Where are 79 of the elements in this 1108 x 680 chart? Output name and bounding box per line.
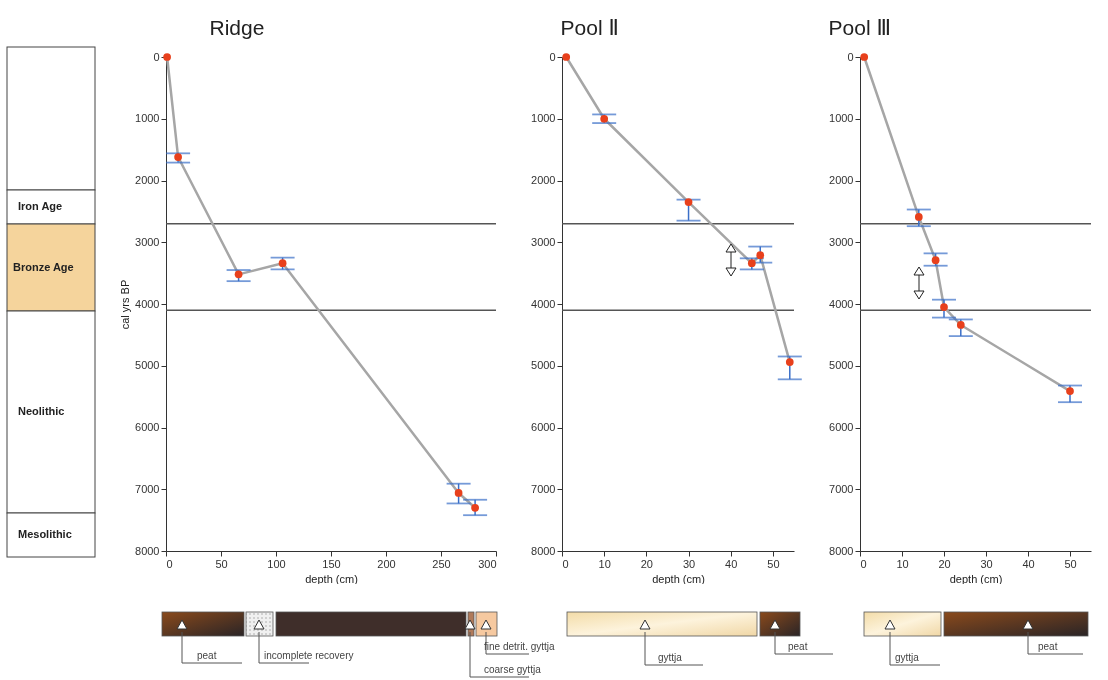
y-tick-label: 8000 [531, 544, 556, 557]
x-tick-label: 40 [1022, 557, 1035, 570]
point [956, 321, 965, 329]
x-axis-title: depth (cm) [652, 572, 705, 585]
text: peat [788, 641, 808, 653]
x-tick-label: 40 [725, 557, 738, 570]
y-tick-label: 3000 [531, 235, 556, 248]
x-axis-title: depth (cm) [949, 572, 1003, 585]
x-tick-label: 30 [980, 557, 993, 570]
y-axis-title: cal yrs BP [119, 279, 132, 330]
text: incomplete recovery [264, 650, 354, 662]
y-tick-label: 0 [153, 50, 160, 63]
y-tick-label: 4000 [135, 297, 160, 310]
x-tick-label: 30 [682, 557, 696, 570]
x-tick-label: 0 [562, 557, 569, 570]
x-tick-label: 250 [432, 557, 451, 570]
point [684, 198, 693, 206]
y-tick-label: 7000 [829, 482, 854, 495]
x-tick-label: 200 [377, 557, 396, 570]
text: Bronze Age [13, 260, 74, 274]
text: gyttja [658, 652, 682, 664]
x-tick-label: 100 [267, 557, 286, 570]
chart-title: Pool Ⅱ [560, 16, 619, 39]
y-tick-label: 3000 [829, 235, 854, 248]
point [940, 303, 948, 311]
point [600, 114, 609, 123]
y-tick-label: 1000 [135, 112, 160, 125]
text: Mesolithic [18, 528, 72, 541]
y-tick-label: 5000 [531, 359, 556, 372]
text: Neolithic [18, 405, 65, 418]
x-axis-title: depth (cm) [305, 572, 358, 585]
point [747, 259, 756, 268]
text: Iron Age [18, 200, 63, 213]
chart-title: Pool Ⅲ [828, 16, 891, 39]
x-tick-label: 0 [860, 557, 867, 570]
y-tick-label: 4000 [829, 297, 854, 310]
point [756, 251, 765, 260]
point [471, 503, 479, 512]
x-tick-label: 20 [640, 557, 653, 570]
y-tick-label: 3000 [135, 235, 160, 248]
y-tick-label: 0 [847, 50, 854, 63]
x-tick-label: 10 [598, 557, 611, 570]
x-tick-label: 10 [896, 557, 909, 570]
y-tick-label: 2000 [829, 174, 854, 186]
y-tick-label: 6000 [135, 421, 160, 433]
y-tick-label: 2000 [135, 174, 160, 186]
chart-title: Ridge [209, 16, 265, 39]
text: fine detrit. gyttja [484, 641, 555, 653]
y-tick-label: 7000 [531, 482, 556, 495]
x-tick-label: 50 [215, 557, 228, 570]
point [931, 256, 940, 265]
point [914, 213, 923, 221]
point [1066, 387, 1074, 395]
point [860, 53, 869, 61]
y-tick-label: 5000 [829, 359, 854, 372]
text: peat [1038, 641, 1058, 653]
y-tick-label: 8000 [135, 544, 160, 557]
y-tick-label: 5000 [135, 359, 160, 372]
x-tick-label: 300 [478, 557, 497, 570]
y-tick-label: 2000 [531, 174, 556, 186]
y-tick-label: 1000 [829, 112, 854, 125]
x-tick-label: 150 [322, 557, 341, 570]
x-tick-label: 50 [767, 557, 780, 570]
text: coarse gyttja [484, 664, 541, 676]
x-tick-label: 50 [1064, 557, 1077, 570]
point [454, 489, 463, 497]
point [785, 358, 794, 366]
y-tick-label: 6000 [531, 421, 556, 433]
point [562, 53, 571, 61]
y-tick-label: 7000 [135, 482, 160, 495]
y-tick-label: 1000 [531, 112, 556, 125]
x-tick-label: 20 [938, 557, 951, 570]
y-tick-label: 0 [549, 50, 556, 63]
text: gyttja [895, 652, 919, 664]
y-tick-label: 8000 [829, 544, 854, 557]
y-tick-label: 6000 [829, 421, 854, 433]
y-tick-label: 4000 [531, 297, 556, 310]
text: peat [197, 650, 217, 662]
x-tick-label: 0 [166, 557, 173, 570]
